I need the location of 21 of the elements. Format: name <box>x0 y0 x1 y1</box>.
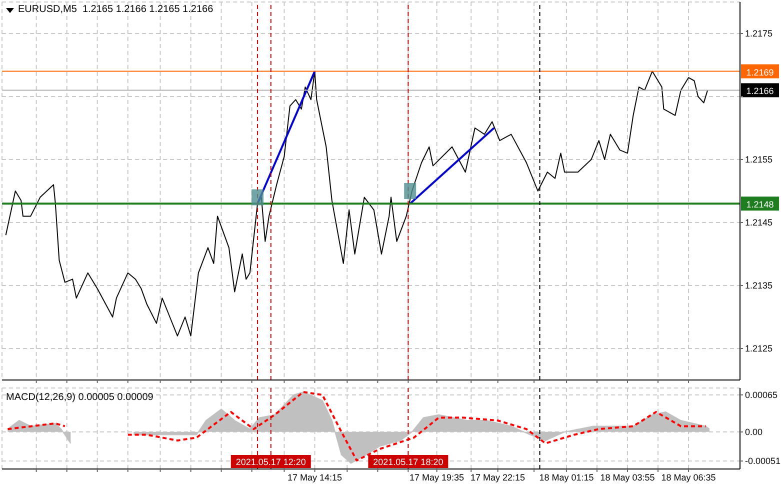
y-tick-label: -0.00051 <box>745 456 781 466</box>
y-tick-label: 1.2155 <box>745 154 773 165</box>
ref-line-label: 2021.05.17 12:20 <box>236 457 306 467</box>
y-tick-label: 0.00 <box>745 427 763 438</box>
y-tick-label: 1.2125 <box>745 344 773 354</box>
ref-line-label: 1.2169 <box>746 67 774 78</box>
ref-line-label: 2021.05.17 18:20 <box>373 457 444 467</box>
ref-line-label: 1.2148 <box>746 200 774 210</box>
x-tick-label: 17 May 22:15 <box>470 472 526 482</box>
y-tick-label: 1.2135 <box>745 280 773 291</box>
chart-title: EURUSD,M5 1.2165 1.2166 1.2165 1.2166 <box>18 4 214 15</box>
x-tick-label: 18 May 01:15 <box>539 472 594 482</box>
y-tick-label: 0.00065 <box>745 390 778 400</box>
y-tick-label: 1.2175 <box>745 28 773 39</box>
x-tick-label: 18 May 06:35 <box>661 472 716 482</box>
x-tick-label: 17 May 19:35 <box>410 472 464 482</box>
chart-title: MACD(12,26,9) 0.00005 0.00009 <box>6 392 154 403</box>
ref-line-label: 1.2166 <box>746 86 774 96</box>
x-tick-label: 17 May 14:15 <box>287 472 342 482</box>
x-tick-label: 18 May 03:55 <box>600 472 655 482</box>
y-tick-label: 1.2145 <box>745 218 773 228</box>
